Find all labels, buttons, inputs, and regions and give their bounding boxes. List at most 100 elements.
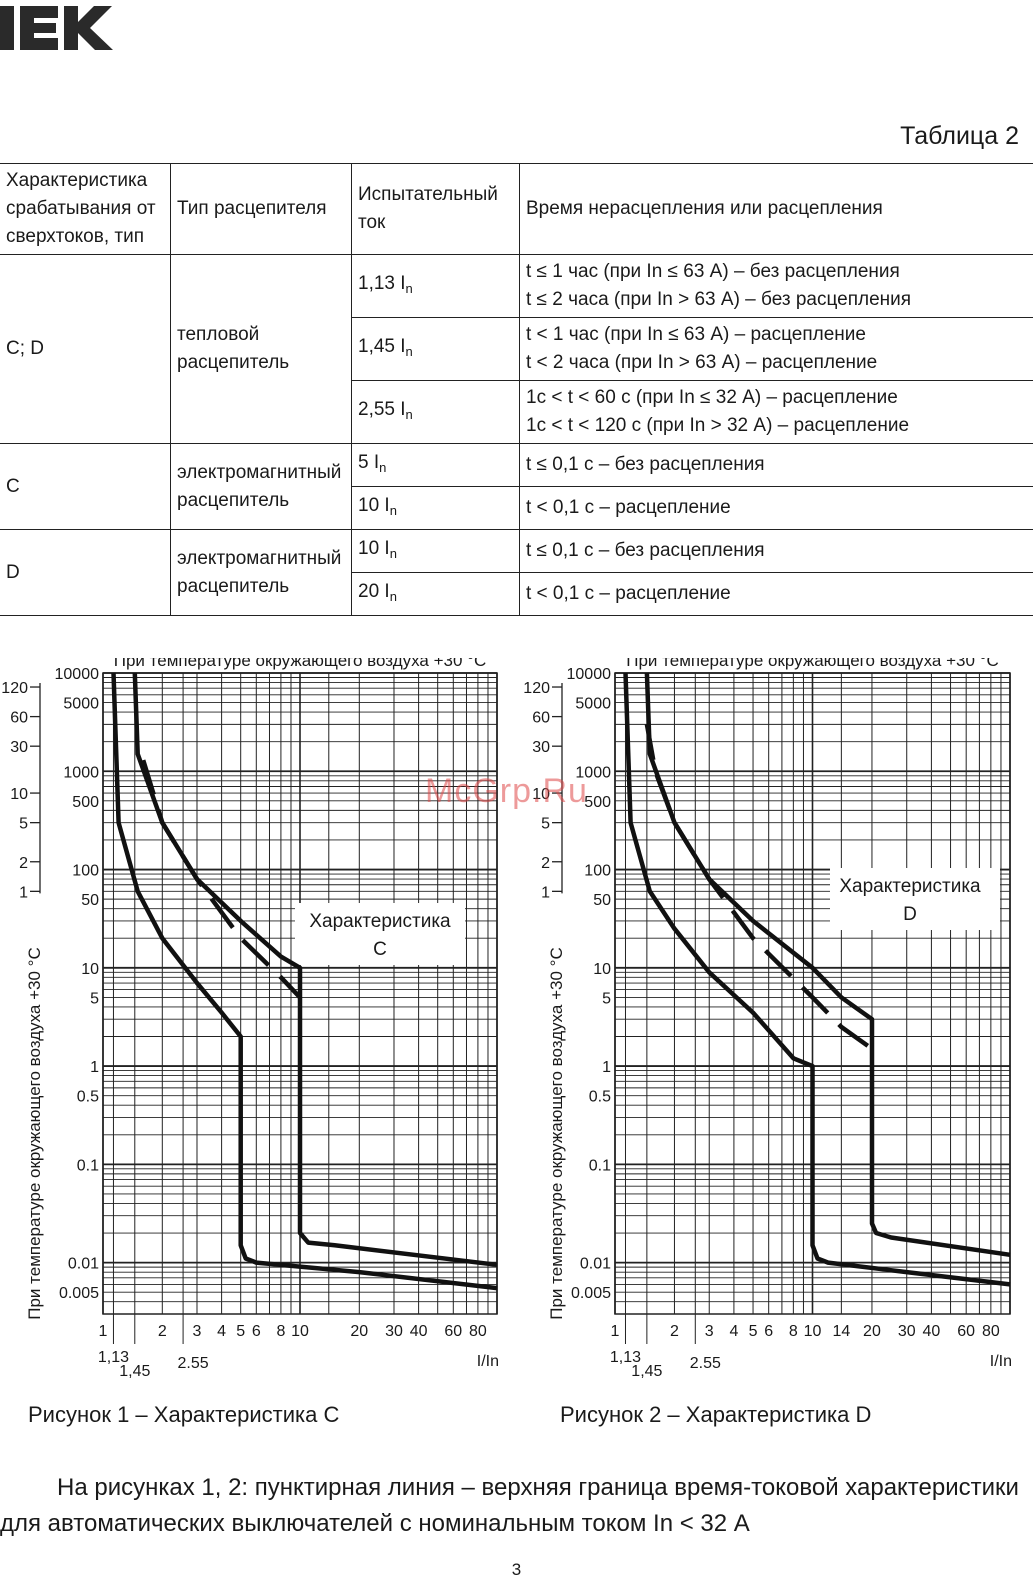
x-tick-label: 20 [863, 1323, 881, 1340]
x-tick-label: 5 [236, 1323, 245, 1340]
dashed-curve [644, 724, 874, 1051]
header-time: Время нерасцепления или расцепления [519, 163, 1033, 255]
minutes-tick-label: 30 [10, 739, 28, 756]
cell-current: 20 In [351, 572, 520, 616]
header-release-type: Тип расцепителя [170, 163, 352, 255]
table-header-row: Характеристика срабатывания от сверхтоко… [0, 163, 1033, 255]
x-mark-label: 1,13 [98, 1349, 129, 1366]
minutes-tick-label: 2 [541, 855, 550, 872]
minutes-tick-label: 1 [541, 884, 550, 901]
y-tick-label: 0.5 [589, 1089, 611, 1106]
x-mark-label: 2.55 [178, 1355, 209, 1372]
x-tick-label: 40 [923, 1323, 941, 1340]
minutes-tick-label: 120 [1, 680, 28, 697]
figure-2-caption: Рисунок 2 – Характеристика D [560, 1402, 872, 1427]
x-tick-label: 6 [252, 1323, 261, 1340]
x-tick-label: 20 [350, 1323, 368, 1340]
y-tick-label: 500 [584, 794, 611, 811]
y-tick-label: 0.1 [77, 1157, 99, 1174]
x-tick-label: 30 [385, 1323, 403, 1340]
cell-type: D [0, 529, 171, 616]
minutes-tick-label: 5 [19, 816, 28, 833]
chart-title: При температуре окружающего воздуха +30 … [626, 658, 999, 670]
minutes-tick-label: 10 [10, 786, 28, 803]
y-tick-label: 0.5 [77, 1089, 99, 1106]
cell-release: электромагнитный расцепитель [170, 443, 352, 530]
minutes-tick-label: 60 [532, 710, 550, 727]
figure-note: На рисунках 1, 2: пунктирная линия – вер… [0, 1470, 1033, 1542]
current-subscript: n [389, 545, 397, 561]
figure-1-caption: Рисунок 1 – Характеристика C [28, 1402, 340, 1427]
x-tick-label: 14 [832, 1323, 850, 1340]
x-tick-label: 30 [898, 1323, 916, 1340]
chart-title: При температуре окружающего воздуха +30 … [114, 658, 487, 670]
cell-current: 1,13 In [351, 254, 520, 318]
x-axis-label: I/In [990, 1353, 1012, 1370]
annotation-line: Характеристика [309, 911, 451, 932]
current-value: 10 [358, 537, 380, 559]
y-tick-label: 0.005 [59, 1285, 99, 1302]
y-tick-label: 1 [602, 1059, 611, 1076]
time-line: t ≤ 1 час (при In ≤ 63 А) – без расцепле… [526, 261, 900, 282]
time-line: 1с < t < 60 с (при In ≤ 32 А) – расцепле… [526, 387, 898, 408]
y-tick-label: 100 [584, 863, 611, 880]
y-tick-label: 5000 [575, 696, 611, 713]
dashed-curve [141, 759, 302, 999]
grid [614, 672, 1011, 1344]
x-mark-label: 2.55 [690, 1355, 721, 1372]
x-mark-label: 1,45 [119, 1363, 150, 1378]
cell-time: t < 0,1 с – расцепление [519, 486, 1033, 530]
table-title: Таблица 2 [900, 122, 1019, 150]
y-tick-label: 0.005 [571, 1285, 611, 1302]
current-value: 1,13 [358, 272, 395, 294]
chart-svg: При температуре окружающего воздуха +30 … [1, 651, 499, 1380]
x-tick-label: 80 [982, 1323, 1000, 1340]
annotation-background [295, 903, 465, 965]
iek-logo [0, 6, 113, 50]
x-tick-label: 2 [670, 1323, 679, 1340]
cell-release: тепловой расцепитель [170, 254, 352, 444]
y-tick-label: 10000 [55, 666, 100, 683]
chart-characteristic-d: При температуре окружающего воздуха +30 … [522, 651, 1033, 1383]
x-tick-label: 8 [789, 1323, 798, 1340]
table-row: 2,55 In 1с < t < 60 с (при In ≤ 32 А) – … [0, 380, 1033, 444]
table-row: 1,45 In t < 1 час (при In ≤ 63 А) – расц… [0, 317, 1033, 381]
x-tick-label: 10 [804, 1323, 822, 1340]
annotation-line: C [373, 939, 387, 960]
current-subscript: n [389, 588, 397, 604]
cell-current: 10 In [351, 529, 520, 573]
time-line: t ≤ 2 часа (при In > 63 А) – без расцепл… [526, 289, 912, 310]
x-tick-label: 5 [749, 1323, 758, 1340]
y-tick-label: 1000 [63, 764, 99, 781]
current-value: 10 [358, 494, 380, 516]
y-tick-label: 10 [593, 961, 611, 978]
cell-time: t < 1 час (при In ≤ 63 А) – расцепление t… [519, 317, 1033, 381]
current-value: 2,55 [358, 398, 395, 420]
current-subscript: n [405, 343, 413, 359]
x-tick-label: 6 [764, 1323, 773, 1340]
time-line: t < 1 час (при In ≤ 63 А) – расцепление [526, 324, 866, 345]
cell-time: t < 0,1 с – расцепление [519, 572, 1033, 616]
cell-release: электромагнитный расцепитель [170, 529, 352, 616]
y-tick-label: 50 [593, 892, 611, 909]
y-axis-label: При температуре окружающего воздуха +30 … [25, 947, 44, 1320]
current-value: 20 [358, 580, 380, 602]
y-tick-label: 5000 [63, 696, 99, 713]
cell-current: 1,45 In [351, 317, 520, 381]
time-line: t < 2 часа (при In > 63 А) – расцепление [526, 352, 878, 373]
minutes-tick-label: 1 [19, 884, 28, 901]
minutes-tick-label: 5 [541, 816, 550, 833]
minutes-tick-label: 10 [532, 786, 550, 803]
table-row: 10 In t < 0,1 с – расцепление [0, 486, 1033, 530]
cell-time: t ≤ 1 час (при In ≤ 63 А) – без расцепле… [519, 254, 1033, 318]
x-tick-label: 40 [410, 1323, 428, 1340]
annotation-line: D [903, 904, 917, 925]
y-tick-label: 10000 [567, 666, 612, 683]
minutes-tick-label: 2 [19, 855, 28, 872]
y-axis-label: При температуре окружающего воздуха +30 … [547, 947, 566, 1320]
x-tick-label: 8 [276, 1323, 285, 1340]
cell-time: t ≤ 0,1 с – без расцепления [519, 443, 1033, 487]
annotation-background [830, 868, 1000, 930]
table-row: 20 In t < 0,1 с – расцепление [0, 572, 1033, 616]
page-number: 3 [511, 1560, 522, 1579]
